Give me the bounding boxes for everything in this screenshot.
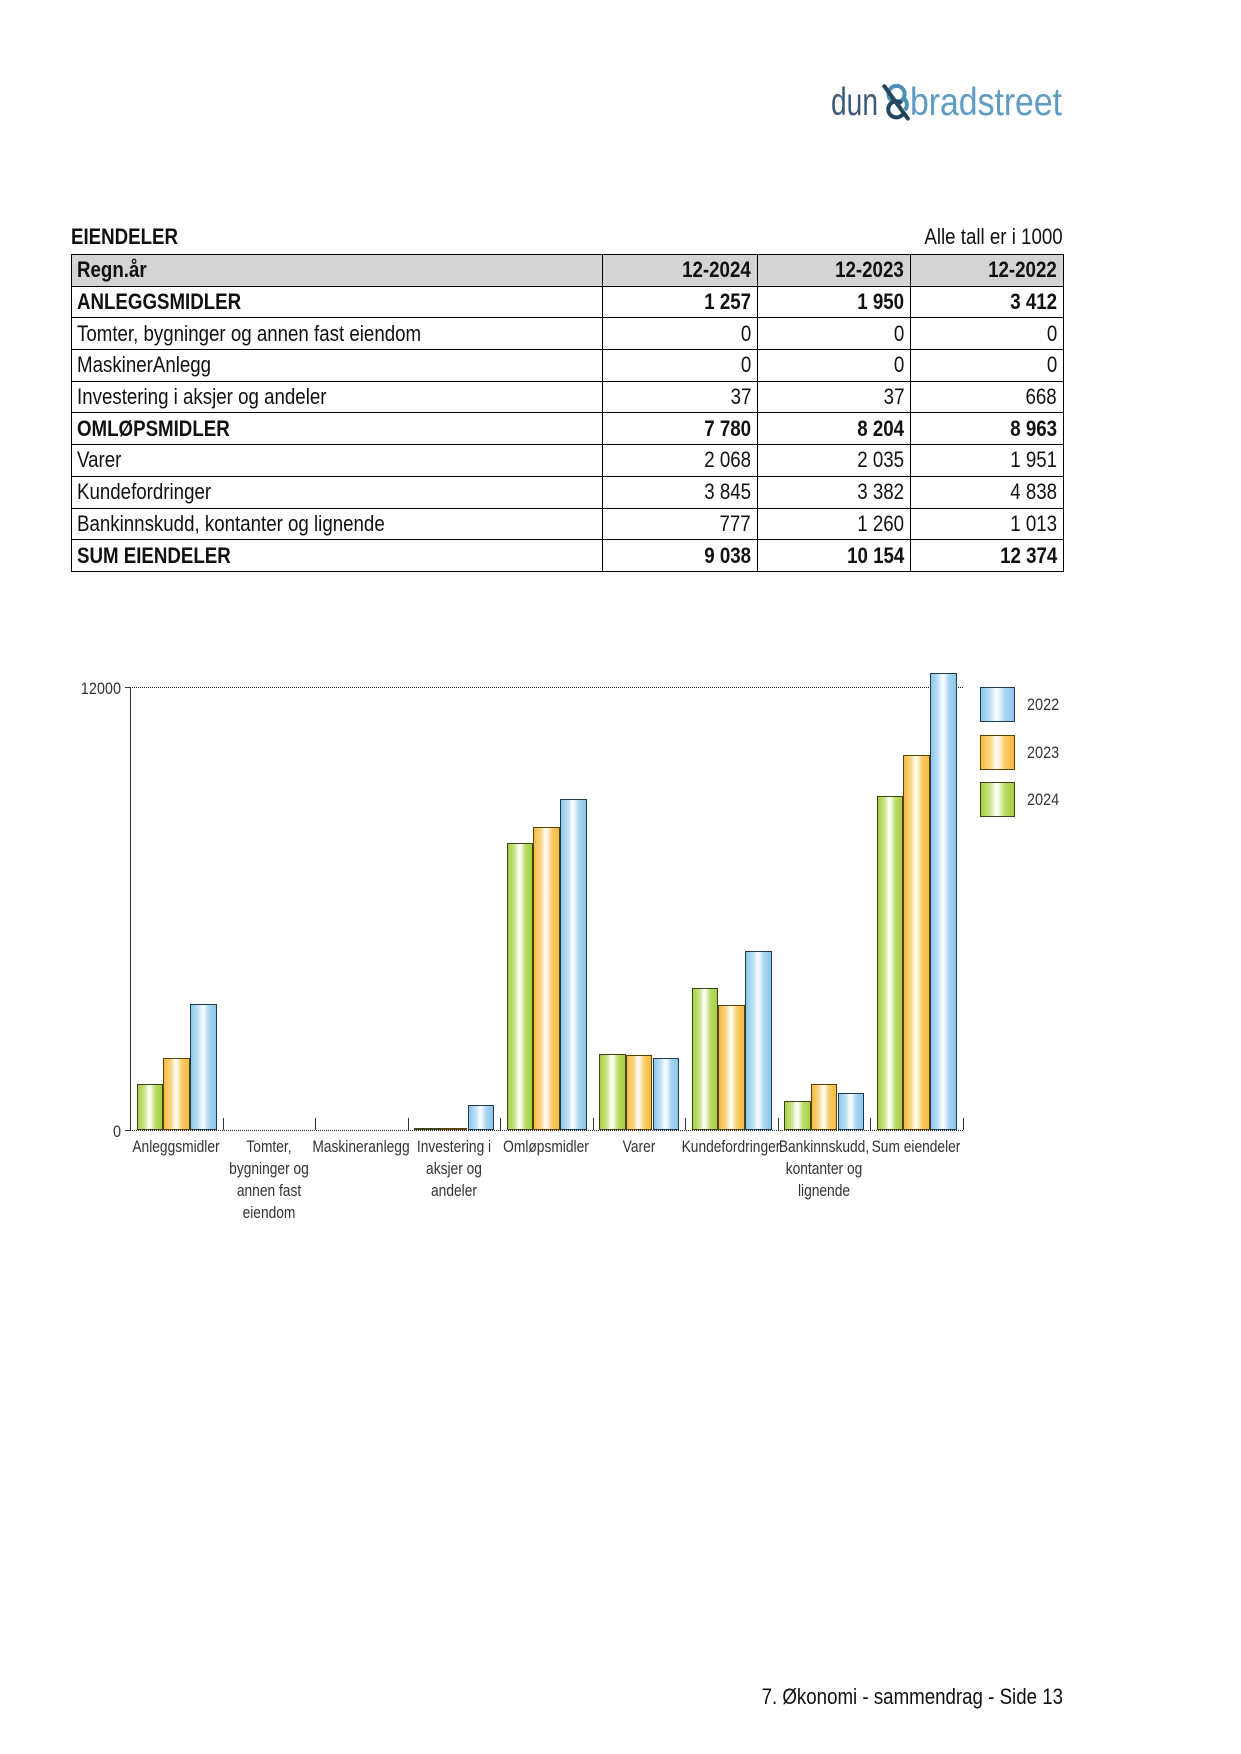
svg-text:dun: dun xyxy=(831,81,878,124)
svg-text:bradstreet: bradstreet xyxy=(910,81,1062,124)
